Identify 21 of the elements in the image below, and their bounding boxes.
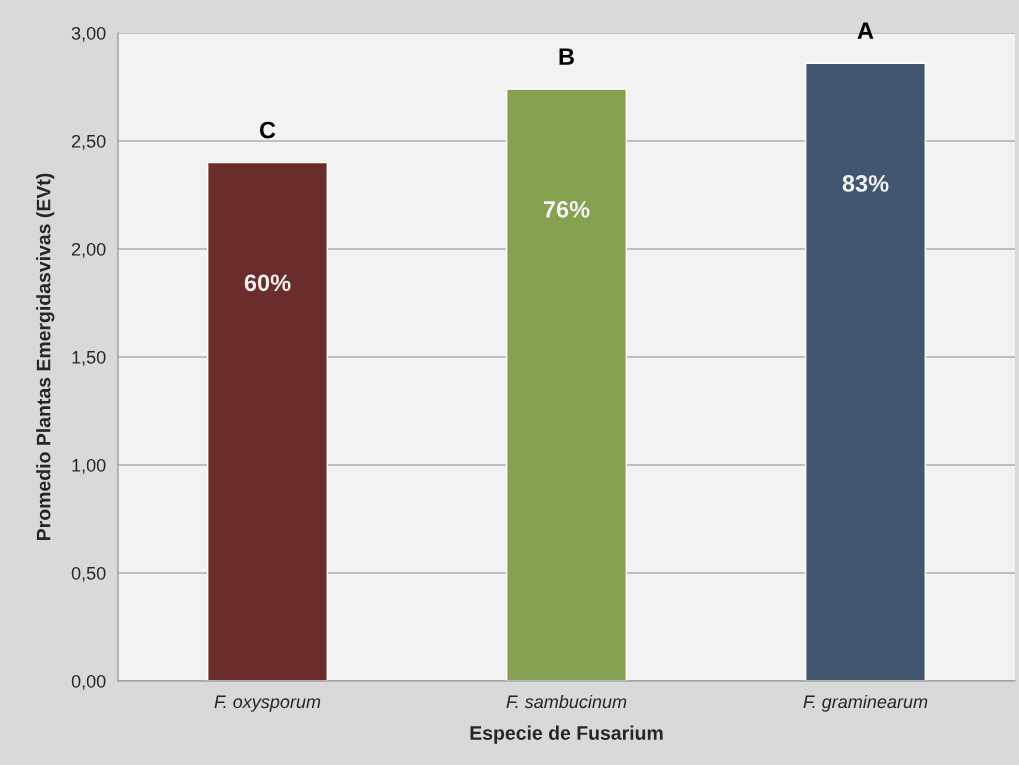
x-tick-label: F. sambucinum (506, 694, 627, 709)
y-tick-label: 1,50 (72, 350, 106, 366)
y-tick-label: 0,50 (71, 566, 106, 582)
y-tick-label: 2,00 (71, 242, 106, 258)
annotation: 76% (543, 201, 590, 218)
y-tick-label: 1,00 (72, 458, 106, 474)
annotation: A (857, 22, 874, 39)
x-tick-label: F. graminearum (803, 694, 928, 712)
y-axis-title: Promedio Plantas Emergidasvivas (EVt) (36, 173, 55, 540)
annotation: B (559, 48, 574, 65)
bar (506, 88, 627, 681)
annotation: C (259, 121, 276, 139)
y-tick-label: 2,50 (71, 134, 106, 150)
bar (805, 62, 926, 681)
x-tick-label: F. oxysporum (214, 695, 321, 712)
annotation: 60% (244, 274, 291, 292)
x-axis-title: Especie de Fusarium (470, 725, 663, 744)
bar (207, 161, 328, 681)
y-tick-label: 0,00 (71, 674, 106, 690)
annotation: 83% (842, 175, 889, 192)
y-tick-label: 3,00 (71, 26, 106, 42)
